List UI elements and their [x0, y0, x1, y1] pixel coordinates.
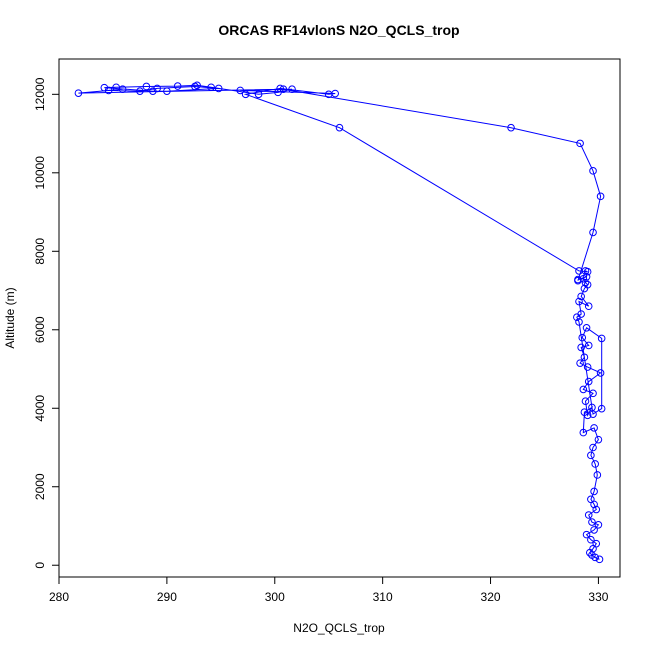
- x-tick-label: 330: [588, 590, 608, 604]
- x-tick-label: 290: [157, 590, 177, 604]
- data-point: [241, 90, 250, 99]
- data-point: [335, 123, 344, 132]
- data-point: [575, 297, 583, 306]
- data-point: [591, 460, 599, 468]
- data-point: [118, 85, 127, 94]
- data-point: [582, 530, 591, 539]
- data-point: [104, 86, 113, 95]
- data-point: [583, 280, 592, 289]
- data-point: [577, 292, 585, 301]
- data-point: [153, 84, 161, 93]
- data-point: [163, 87, 171, 95]
- data-point: [582, 272, 591, 281]
- data-point: [191, 82, 199, 91]
- data-point: [592, 505, 601, 514]
- data-point: [596, 192, 605, 201]
- data-point: [288, 85, 296, 94]
- data-point: [587, 495, 595, 504]
- data-point: [590, 424, 598, 432]
- data-point: [580, 353, 589, 362]
- data-point: [583, 411, 592, 420]
- data-point: [581, 278, 590, 287]
- data-point: [581, 397, 590, 405]
- data-point: [584, 511, 593, 519]
- y-tick-label: 0: [33, 562, 47, 569]
- data-point: [587, 451, 595, 460]
- data-point: [589, 410, 597, 418]
- data-point: [576, 359, 584, 367]
- data-point: [577, 310, 585, 318]
- data-point: [593, 471, 602, 479]
- data-point: [583, 267, 592, 276]
- data-point: [254, 90, 263, 99]
- series-line: [78, 84, 603, 560]
- y-tick-label: 8000: [33, 238, 47, 265]
- data-point: [582, 324, 591, 332]
- data-point: [592, 539, 601, 548]
- data-point: [595, 555, 604, 564]
- data-point: [74, 89, 83, 97]
- data-point: [588, 518, 596, 526]
- data-point: [579, 428, 588, 437]
- y-tick-label: 12000: [33, 77, 47, 111]
- data-point: [589, 443, 597, 452]
- data-point: [331, 89, 339, 98]
- data-point: [142, 82, 151, 91]
- data-point: [590, 526, 598, 534]
- data-point: [214, 84, 223, 93]
- y-tick-label: 2000: [33, 473, 47, 500]
- data-point: [589, 389, 597, 398]
- y-tick-label: 4000: [33, 395, 47, 422]
- data-point: [590, 487, 598, 496]
- data-point: [584, 377, 593, 386]
- data-point: [589, 167, 597, 175]
- x-axis-label: N2O_QCLS_trop: [293, 621, 385, 635]
- x-axis: 280 290 300 310 320 330: [49, 576, 609, 604]
- data-point: [577, 343, 585, 352]
- plot-frame: [58, 58, 621, 578]
- y-axis-label: Altitude (m): [3, 287, 17, 348]
- data-point: [279, 85, 288, 94]
- data-point: [583, 363, 592, 371]
- data-point: [584, 341, 593, 350]
- data-point: [579, 385, 588, 394]
- data-point: [597, 334, 606, 343]
- data-point: [578, 333, 587, 342]
- x-tick-label: 320: [481, 590, 501, 604]
- data-point: [587, 535, 595, 544]
- data-point: [207, 83, 215, 92]
- series-layer: [74, 81, 606, 564]
- x-tick-label: 310: [373, 590, 393, 604]
- data-point: [173, 82, 182, 90]
- y-tick-label: 10000: [33, 156, 47, 190]
- data-point: [576, 139, 584, 148]
- data-point: [575, 318, 583, 326]
- data-point: [136, 87, 144, 95]
- data-point: [597, 404, 606, 413]
- data-point: [596, 369, 605, 377]
- x-tick-label: 280: [49, 590, 69, 604]
- data-point: [574, 276, 582, 285]
- x-tick-label: 300: [265, 590, 285, 604]
- data-point: [594, 435, 603, 444]
- data-point: [507, 123, 515, 132]
- data-point: [276, 84, 284, 93]
- data-point: [575, 267, 583, 275]
- chart-title: ORCAS RF14vlonS N2O_QCLS_trop: [218, 22, 459, 38]
- data-point: [584, 302, 593, 311]
- data-point: [589, 228, 597, 237]
- y-tick-label: 6000: [33, 316, 47, 343]
- data-point: [236, 86, 245, 95]
- y-axis: 0 2000 4000 6000 8000 10000 12000: [33, 77, 60, 569]
- data-point: [594, 521, 603, 529]
